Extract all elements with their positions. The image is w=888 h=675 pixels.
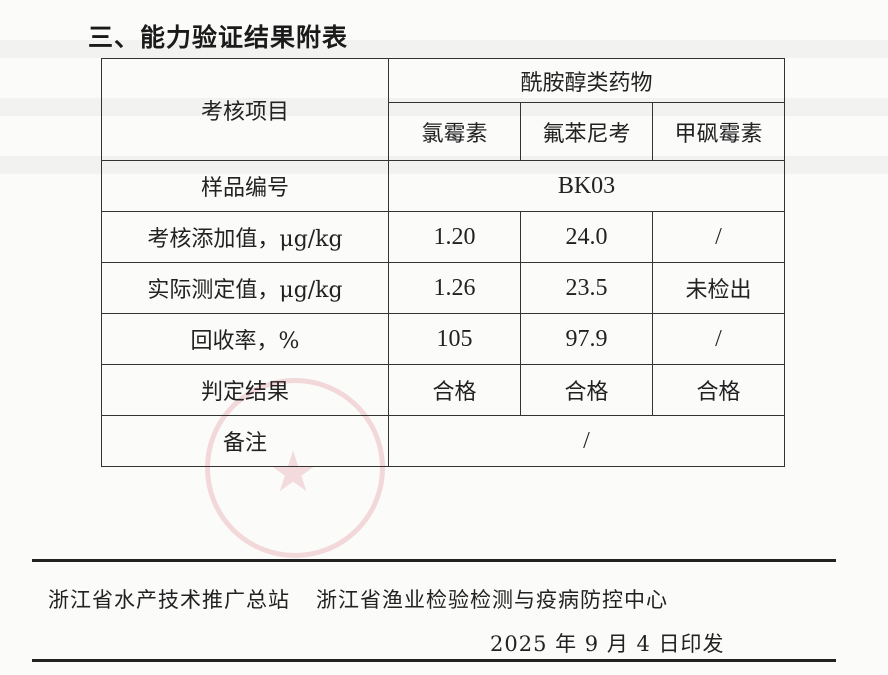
table-row: 备注 / [101, 415, 785, 467]
table-row: 判定结果 合格 合格 合格 [101, 364, 785, 416]
header-drug: 氟苯尼考 [520, 102, 653, 161]
cell: / [652, 313, 785, 365]
cell: / [652, 211, 785, 263]
row-label: 样品编号 [101, 160, 389, 212]
issue-date: 2025 年 9 月 4 日印发 [490, 632, 725, 656]
row-label: 实际测定值，μg/kg [101, 262, 389, 314]
cell: 1.20 [388, 211, 521, 263]
cell: 97.9 [520, 313, 653, 365]
table-row: 实际测定值，μg/kg 1.26 23.5 未检出 [101, 262, 785, 314]
cell: 24.0 [520, 211, 653, 263]
divider-top [32, 559, 836, 562]
cell: 1.26 [388, 262, 521, 314]
header-group: 酰胺醇类药物 [388, 58, 785, 103]
table-header-row: 考核项目 酰胺醇类药物 [101, 58, 785, 161]
cell: 合格 [388, 364, 521, 416]
table-row: 样品编号 BK03 [101, 160, 785, 212]
header-drug: 氯霉素 [388, 102, 521, 161]
table-row: 回收率，% 105 97.9 / [101, 313, 785, 365]
row-label: 考核添加值，μg/kg [101, 211, 389, 263]
remark-value: / [388, 415, 785, 467]
row-label: 回收率，% [101, 313, 389, 365]
cell: 未检出 [652, 262, 785, 314]
cell: 合格 [520, 364, 653, 416]
org-name: 浙江省水产技术推广总站 [48, 588, 290, 612]
cell: 105 [388, 313, 521, 365]
issuing-organizations: 浙江省水产技术推广总站 浙江省渔业检验检测与疫病防控中心 [48, 584, 668, 614]
header-item: 考核项目 [101, 58, 389, 161]
sample-id: BK03 [388, 160, 785, 212]
table-row: 考核添加值，μg/kg 1.20 24.0 / [101, 211, 785, 263]
row-label: 判定结果 [101, 364, 389, 416]
header-drug: 甲砜霉素 [652, 102, 785, 161]
results-table: 考核项目 酰胺醇类药物 氯霉素 氟苯尼考 甲砜霉素 样品编号 BK03 考核添加… [101, 58, 785, 467]
section-title: 三、能力验证结果附表 [88, 23, 349, 52]
divider-bottom [32, 659, 836, 662]
org-name: 浙江省渔业检验检测与疫病防控中心 [316, 588, 668, 612]
cell: 合格 [652, 364, 785, 416]
row-label: 备注 [101, 415, 389, 467]
cell: 23.5 [520, 262, 653, 314]
